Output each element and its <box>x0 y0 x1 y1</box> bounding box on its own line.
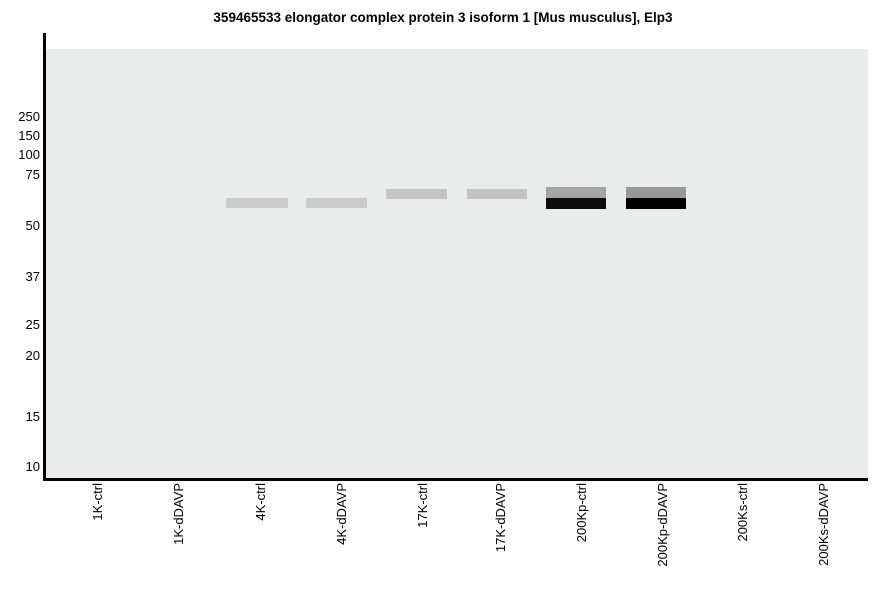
band-200Kp-dDAVP-1 <box>626 198 686 209</box>
lane-label-4K-ctrl: 4K-ctrl <box>253 483 268 521</box>
y-tick-label-75: 75 <box>25 167 40 182</box>
lane-label-17K-dDAVP: 17K-dDAVP <box>493 483 508 553</box>
y-tick-label-50: 50 <box>25 218 40 233</box>
band-4K-ctrl-0 <box>226 198 288 208</box>
y-axis-line <box>43 33 46 481</box>
lane-label-200Ks-dDAVP: 200Ks-dDAVP <box>816 483 831 566</box>
y-tick-label-15: 15 <box>25 409 40 424</box>
band-200Kp-dDAVP-0 <box>626 187 686 198</box>
band-17K-dDAVP-0 <box>467 189 527 199</box>
lane-label-200Ks-ctrl: 200Ks-ctrl <box>735 483 750 542</box>
plot-area <box>46 49 868 478</box>
lane-label-17K-ctrl: 17K-ctrl <box>415 483 430 528</box>
band-200Kp-ctrl-1 <box>546 198 606 209</box>
y-tick-label-25: 25 <box>25 317 40 332</box>
x-axis-line <box>43 478 868 481</box>
y-tick-label-100: 100 <box>18 147 40 162</box>
y-tick-label-20: 20 <box>25 348 40 363</box>
lane-label-1K-dDAVP: 1K-dDAVP <box>171 483 186 545</box>
lane-label-4K-dDAVP: 4K-dDAVP <box>334 483 349 545</box>
band-17K-ctrl-0 <box>386 189 447 199</box>
band-200Kp-ctrl-0 <box>546 187 606 198</box>
y-tick-label-150: 150 <box>18 128 40 143</box>
figure-title: 359465533 elongator complex protein 3 is… <box>213 10 673 25</box>
y-tick-label-10: 10 <box>25 459 40 474</box>
lane-label-1K-ctrl: 1K-ctrl <box>90 483 105 521</box>
lane-label-200Kp-dDAVP: 200Kp-dDAVP <box>655 483 670 567</box>
band-4K-dDAVP-0 <box>306 198 367 208</box>
lane-label-200Kp-ctrl: 200Kp-ctrl <box>574 483 589 543</box>
y-tick-label-250: 250 <box>18 109 40 124</box>
y-tick-label-37: 37 <box>25 269 40 284</box>
